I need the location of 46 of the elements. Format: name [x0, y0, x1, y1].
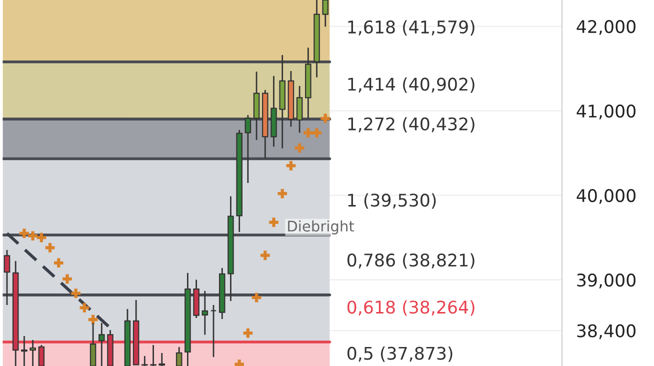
point [260, 250, 270, 260]
ref-line-label: 0,618 (38,264) [347, 300, 474, 316]
candlestick [4, 249, 10, 306]
candlestick [38, 344, 45, 366]
annotation: 0,5 (37,873) [347, 346, 452, 362]
y-tick-label: 40,000 [576, 189, 636, 204]
point [320, 114, 330, 124]
point [269, 218, 278, 227]
y-tick-label: 41,000 [576, 104, 636, 120]
candlestick [202, 290, 208, 336]
candlestick [210, 304, 217, 358]
point [304, 128, 313, 138]
candlestick [150, 344, 156, 366]
candlestick [296, 85, 303, 134]
point [45, 243, 55, 252]
point [88, 314, 98, 324]
y-tick-label: 42,000 [576, 20, 636, 35]
annotation: Diebright [288, 220, 354, 234]
ref-line-label: 1 (39,530) [348, 193, 436, 209]
point [20, 228, 29, 238]
candlestick [98, 322, 105, 366]
ref-line-label: 1,414 (40,902) [348, 77, 474, 93]
point [36, 232, 46, 242]
candlestick [21, 335, 28, 366]
point [28, 231, 38, 241]
ref-line-label: 1,618 (41,579) [348, 20, 474, 36]
point [62, 274, 72, 284]
y-tick-label: 38,400 [577, 324, 636, 340]
ref-line-label: 1,272 (40,432) [348, 117, 474, 133]
point [54, 258, 64, 268]
point [252, 292, 262, 302]
ref-line-label: 0,786 (38,821) [347, 253, 474, 269]
point [312, 128, 322, 138]
point [80, 303, 90, 312]
candlestick [30, 339, 36, 366]
candlestick [176, 346, 182, 366]
point [286, 161, 296, 170]
point [278, 188, 288, 198]
candlestick [142, 355, 148, 366]
candlestick [158, 352, 166, 366]
point [71, 288, 80, 298]
point [294, 143, 304, 153]
point [243, 328, 253, 338]
candlestick [244, 114, 252, 184]
candlestick [322, 0, 329, 28]
y-tick-label: 39,000 [577, 274, 636, 288]
